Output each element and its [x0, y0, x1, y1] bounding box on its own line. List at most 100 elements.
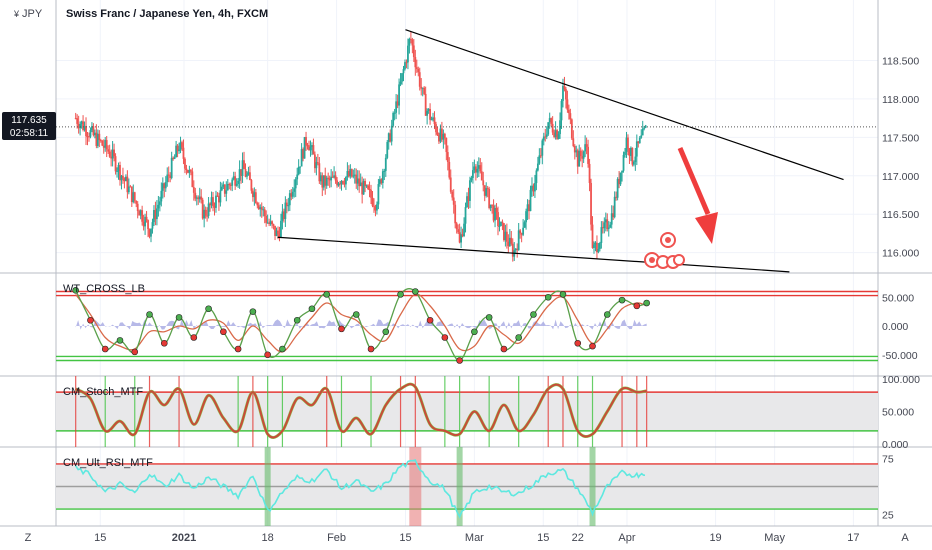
candle-body: [198, 196, 201, 200]
candle-body: [463, 223, 465, 237]
candle-body: [215, 195, 217, 208]
x-tick-label: 19: [709, 532, 721, 544]
candle-body: [569, 113, 572, 120]
candle-body: [282, 211, 285, 219]
candle-body: [232, 176, 235, 180]
candle-body: [212, 197, 214, 207]
x-tick-label: 15: [94, 532, 106, 544]
candle-body: [576, 150, 579, 167]
candle-body: [117, 165, 120, 171]
candle-body: [415, 67, 418, 69]
candle-body: [362, 181, 365, 195]
y-tick-label: 0.000: [882, 321, 908, 333]
candle-body: [644, 125, 647, 128]
wt-cross-dot: [131, 348, 139, 356]
candle-body: [127, 186, 130, 193]
candle-body: [433, 117, 436, 125]
candle-body: [144, 216, 146, 227]
price-tag-price: 117.635: [11, 115, 47, 126]
candle-body: [197, 197, 200, 200]
candle-body: [365, 185, 368, 187]
candle-body: [440, 128, 443, 140]
candle-body: [544, 136, 547, 138]
zoom-button[interactable]: Z: [25, 532, 32, 544]
candle-body: [412, 45, 415, 58]
candle-body: [243, 160, 245, 170]
candle-body: [306, 145, 309, 147]
candle-body: [457, 229, 460, 233]
candle-body: [104, 140, 107, 148]
candle-body: [504, 231, 507, 241]
candle-body: [194, 192, 197, 199]
candle-body: [262, 209, 265, 211]
wt-cross-dot: [589, 342, 596, 350]
candle-body: [584, 144, 587, 152]
candle-body: [482, 180, 485, 186]
candle-body: [637, 141, 640, 144]
candle-body: [346, 171, 349, 177]
stoch-indicator-label[interactable]: CM_Stoch_MTF: [63, 386, 143, 398]
candle-body: [277, 230, 279, 235]
event-markers: [644, 232, 685, 269]
candle-body: [265, 216, 268, 223]
auto-scale-button[interactable]: A: [901, 532, 909, 544]
candle-body: [259, 207, 262, 210]
candle-body: [98, 133, 101, 141]
candle-body: [572, 138, 575, 147]
wt-indicator-label[interactable]: WT_CROSS_LB: [63, 283, 145, 295]
candle-body: [383, 170, 386, 172]
candle-body: [254, 192, 257, 203]
rsi-line: [75, 459, 646, 519]
candle-body: [92, 126, 95, 136]
candle-body: [398, 84, 400, 106]
candle-body: [153, 210, 155, 223]
candle-body: [300, 149, 303, 167]
candle-body: [417, 68, 420, 73]
candle-body: [288, 193, 291, 206]
x-tick-label: May: [764, 532, 785, 544]
candle-body: [472, 170, 474, 178]
candle-body: [505, 231, 508, 242]
candle-body: [622, 154, 625, 171]
wt-cross-dot: [500, 345, 508, 353]
candle-body: [414, 57, 417, 68]
wt-cross-dot: [618, 296, 626, 304]
wt-cross-dot: [643, 299, 650, 307]
wt-cross-dot: [382, 328, 390, 336]
candle-body: [581, 156, 584, 159]
candle-body: [189, 169, 192, 172]
candle-body: [204, 209, 207, 216]
candle-body: [430, 119, 433, 121]
candle-body: [591, 224, 594, 248]
candle-body: [297, 166, 300, 175]
price-tag-countdown: 02:58:11: [10, 128, 49, 139]
candle-body: [122, 175, 124, 179]
candle-body: [418, 72, 421, 87]
x-tick-label: 18: [262, 532, 274, 544]
candle-body: [570, 119, 573, 139]
candle-body: [116, 170, 118, 172]
candle-body: [331, 176, 334, 178]
candle-body: [588, 163, 591, 183]
candle-body: [129, 186, 132, 188]
candle-body: [296, 174, 299, 180]
candle-body: [95, 132, 98, 146]
candle-body: [435, 124, 437, 133]
candle-body: [314, 154, 316, 169]
candle-body: [209, 203, 211, 206]
candle-body: [460, 234, 462, 243]
candle-body: [206, 215, 209, 217]
candle-body: [164, 182, 167, 189]
candle-body: [138, 211, 141, 216]
candle-body: [312, 145, 315, 155]
candle-body: [275, 230, 278, 236]
candle-body: [630, 147, 632, 156]
candle-body: [160, 190, 163, 202]
y-tick-label: 117.000: [882, 171, 919, 183]
x-tick-label: 22: [572, 532, 584, 544]
rsi-indicator-label[interactable]: CM_Ult_RSI_MTF: [63, 457, 153, 469]
candle-body: [429, 108, 431, 120]
candle-body: [266, 222, 269, 224]
candle-body: [231, 179, 234, 186]
